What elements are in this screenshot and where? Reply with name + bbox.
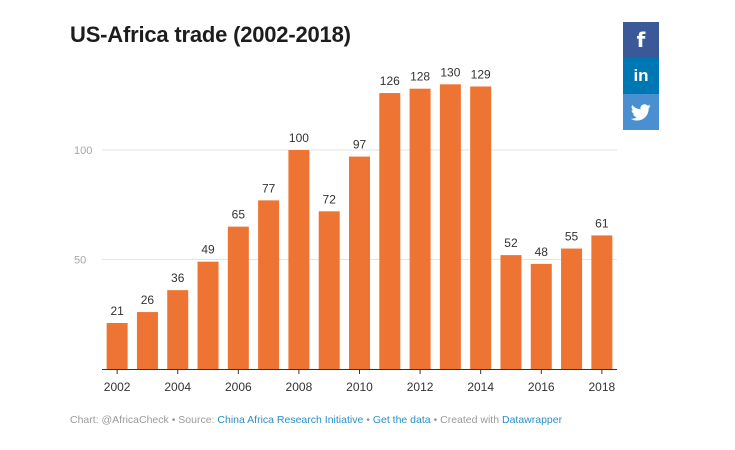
bar — [167, 290, 189, 369]
bar — [197, 261, 219, 369]
bar — [227, 226, 249, 369]
bar — [591, 235, 613, 369]
x-tick-label: 2018 — [589, 380, 616, 394]
bar — [439, 84, 461, 370]
data-label: 97 — [353, 138, 367, 152]
bar — [136, 312, 158, 369]
bar — [318, 211, 340, 369]
bar — [379, 93, 401, 369]
bar — [409, 88, 431, 370]
x-tick-label: 2002 — [104, 380, 131, 394]
data-label: 36 — [171, 271, 185, 285]
data-label: 55 — [565, 230, 579, 244]
bar — [561, 248, 583, 369]
get-the-data-link[interactable]: Get the data — [372, 414, 431, 426]
data-label: 48 — [535, 245, 549, 259]
data-label: 100 — [289, 131, 309, 145]
data-label: 61 — [595, 216, 609, 230]
data-label: 129 — [471, 67, 491, 81]
y-tick-label: 50 — [74, 255, 86, 267]
data-label: 49 — [201, 243, 215, 257]
data-label: 65 — [232, 208, 246, 222]
facebook-share-button[interactable]: f — [623, 22, 659, 58]
bar — [530, 263, 552, 369]
data-label: 77 — [262, 181, 276, 195]
footer-credit: Chart: @AfricaCheck • Source: — [70, 414, 218, 426]
linkedin-icon: in — [633, 66, 649, 85]
data-label: 26 — [141, 293, 155, 307]
y-tick-label: 100 — [74, 145, 92, 157]
bar — [106, 323, 128, 369]
twitter-share-button[interactable] — [623, 94, 659, 130]
bar — [349, 156, 370, 369]
share-bar: f in — [623, 22, 659, 130]
footer-created-with: • Created with — [430, 414, 502, 426]
bar — [470, 86, 492, 370]
x-tick-label: 2006 — [225, 380, 252, 394]
bar — [288, 150, 310, 369]
x-tick-label: 2016 — [528, 380, 555, 394]
chart-footer: Chart: @AfricaCheck • Source: China Afri… — [70, 414, 562, 426]
data-label: 21 — [110, 304, 124, 318]
data-label: 126 — [380, 74, 400, 88]
datawrapper-link[interactable]: Datawrapper — [501, 414, 563, 426]
twitter-icon — [631, 103, 651, 120]
bar — [258, 200, 280, 369]
x-tick-label: 2010 — [346, 380, 373, 394]
x-tick-label: 2012 — [407, 380, 434, 394]
facebook-icon: f — [636, 28, 646, 52]
chart-title: US-Africa trade (2002-2018) — [70, 22, 351, 47]
x-tick-label: 2008 — [286, 380, 313, 394]
data-label: 52 — [504, 236, 518, 250]
data-label: 130 — [440, 65, 460, 79]
x-tick-label: 2004 — [164, 380, 191, 394]
linkedin-share-button[interactable]: in — [623, 58, 659, 94]
bar — [500, 255, 522, 369]
source-link[interactable]: China Africa Research Initiative — [217, 414, 364, 426]
x-tick-label: 2014 — [467, 380, 494, 394]
data-label: 128 — [410, 70, 430, 84]
footer-separator: • — [363, 414, 373, 426]
data-label: 72 — [323, 192, 337, 206]
